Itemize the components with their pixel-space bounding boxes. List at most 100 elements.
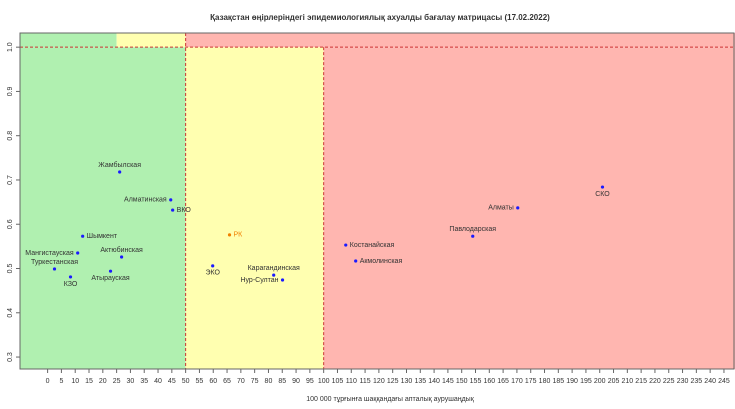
point-label: Туркестанская bbox=[31, 259, 78, 266]
point bbox=[118, 170, 122, 174]
y-tick-label: 0.6 bbox=[7, 219, 14, 229]
x-tick-label: 10 bbox=[71, 378, 79, 385]
x-tick-label: 25 bbox=[113, 378, 121, 385]
x-tick-label: 35 bbox=[140, 378, 148, 385]
point bbox=[76, 251, 80, 255]
x-tick-label: 240 bbox=[704, 378, 716, 385]
x-tick-label: 215 bbox=[635, 378, 647, 385]
point bbox=[227, 233, 232, 237]
x-tick-label: 95 bbox=[306, 378, 314, 385]
x-tick-label: 205 bbox=[608, 378, 620, 385]
x-tick-label: 155 bbox=[470, 378, 482, 385]
x-tick-label: 200 bbox=[594, 378, 606, 385]
point bbox=[600, 185, 605, 189]
x-tick-label: 90 bbox=[292, 378, 300, 385]
x-tick-label: 150 bbox=[456, 378, 468, 385]
point-label: РК bbox=[234, 232, 244, 239]
x-tick-label: 170 bbox=[511, 378, 523, 385]
x-axis-label: 100 000 тұрғынға шаққандағы апталық ауру… bbox=[306, 396, 474, 403]
x-tick-label: 165 bbox=[497, 378, 509, 385]
point-label: Алматы bbox=[488, 205, 514, 212]
x-tick-label: 15 bbox=[85, 378, 93, 385]
point-label: Алматинская bbox=[124, 197, 167, 204]
x-tick-label: 75 bbox=[251, 378, 259, 385]
zone bbox=[185, 47, 324, 369]
point bbox=[52, 267, 57, 271]
zone bbox=[20, 33, 117, 48]
y-tick-label: 0.4 bbox=[7, 308, 14, 318]
x-tick-label: 145 bbox=[442, 378, 454, 385]
point-label: Мангистауская bbox=[25, 250, 74, 257]
y-tick-label: 1.0 bbox=[7, 42, 14, 52]
point-label: Атырауская bbox=[91, 275, 129, 282]
x-tick-label: 110 bbox=[346, 378, 357, 385]
point-label: Нур-Султан bbox=[240, 277, 278, 284]
point bbox=[516, 206, 520, 210]
x-tick-label: 190 bbox=[566, 378, 578, 385]
point bbox=[68, 275, 73, 279]
x-tick-label: 105 bbox=[332, 378, 344, 385]
x-tick-label: 80 bbox=[265, 378, 273, 385]
zone bbox=[323, 47, 735, 369]
point-label: ВКО bbox=[177, 207, 192, 214]
y-tick-label: 0.8 bbox=[7, 131, 14, 141]
x-tick-label: 115 bbox=[359, 378, 370, 385]
y-tick-label: 0.5 bbox=[7, 264, 14, 274]
x-tick-label: 210 bbox=[621, 378, 633, 385]
x-tick-label: 50 bbox=[182, 378, 190, 385]
point bbox=[81, 234, 85, 238]
plot-frame bbox=[19, 32, 735, 370]
point-label: КЗО bbox=[64, 281, 78, 288]
point-label: Жамбылская bbox=[98, 161, 141, 169]
point-label: Акмолинская bbox=[360, 258, 403, 265]
x-tick-label: 235 bbox=[691, 378, 703, 385]
x-tick-label: 220 bbox=[649, 378, 661, 385]
point bbox=[344, 243, 348, 247]
x-tick-label: 130 bbox=[401, 378, 413, 385]
x-tick-label: 100 bbox=[318, 378, 330, 385]
x-tick-label: 230 bbox=[677, 378, 689, 385]
x-tick-label: 40 bbox=[154, 378, 162, 385]
point bbox=[171, 208, 175, 212]
x-tick-label: 140 bbox=[428, 378, 440, 385]
x-tick-label: 20 bbox=[99, 378, 107, 385]
point-label: Шымкент bbox=[87, 233, 118, 240]
x-tick-label: 45 bbox=[168, 378, 176, 385]
point bbox=[272, 273, 276, 277]
point bbox=[108, 269, 113, 273]
x-tick-label: 125 bbox=[387, 378, 399, 385]
point-label: СКО bbox=[595, 191, 610, 198]
x-tick-label: 180 bbox=[539, 378, 551, 385]
y-tick-label: 0.7 bbox=[7, 175, 14, 185]
y-tick-label: 0.9 bbox=[7, 86, 14, 96]
zone bbox=[116, 33, 186, 48]
x-tick-label: 120 bbox=[373, 378, 385, 385]
zone bbox=[20, 47, 186, 369]
x-tick-label: 225 bbox=[663, 378, 675, 385]
point-label: Актюбинская bbox=[100, 246, 143, 254]
point bbox=[471, 234, 475, 238]
x-tick-label: 65 bbox=[223, 378, 231, 385]
point bbox=[280, 278, 285, 282]
zone bbox=[185, 33, 735, 48]
x-tick-label: 195 bbox=[580, 378, 592, 385]
point-label: Костанайская bbox=[350, 241, 395, 249]
x-tick-label: 30 bbox=[127, 378, 135, 385]
point-label: Карагандинская bbox=[248, 265, 300, 272]
point bbox=[354, 259, 358, 263]
point-label: Павлодарская bbox=[449, 226, 496, 233]
x-tick-label: 55 bbox=[196, 378, 204, 385]
point bbox=[211, 264, 215, 268]
x-tick-label: 85 bbox=[278, 378, 286, 385]
chart-title: Қазақстан өңірлеріндегі эпидемиологиялық… bbox=[210, 13, 550, 22]
x-tick-label: 175 bbox=[525, 378, 537, 385]
x-tick-label: 70 bbox=[237, 378, 245, 385]
y-tick-label: 0.3 bbox=[7, 352, 14, 362]
point bbox=[119, 255, 124, 259]
x-tick-label: 245 bbox=[718, 378, 730, 385]
point bbox=[169, 198, 173, 202]
x-tick-label: 135 bbox=[414, 378, 426, 385]
x-tick-label: 60 bbox=[209, 378, 217, 385]
x-tick-label: 185 bbox=[552, 378, 564, 385]
